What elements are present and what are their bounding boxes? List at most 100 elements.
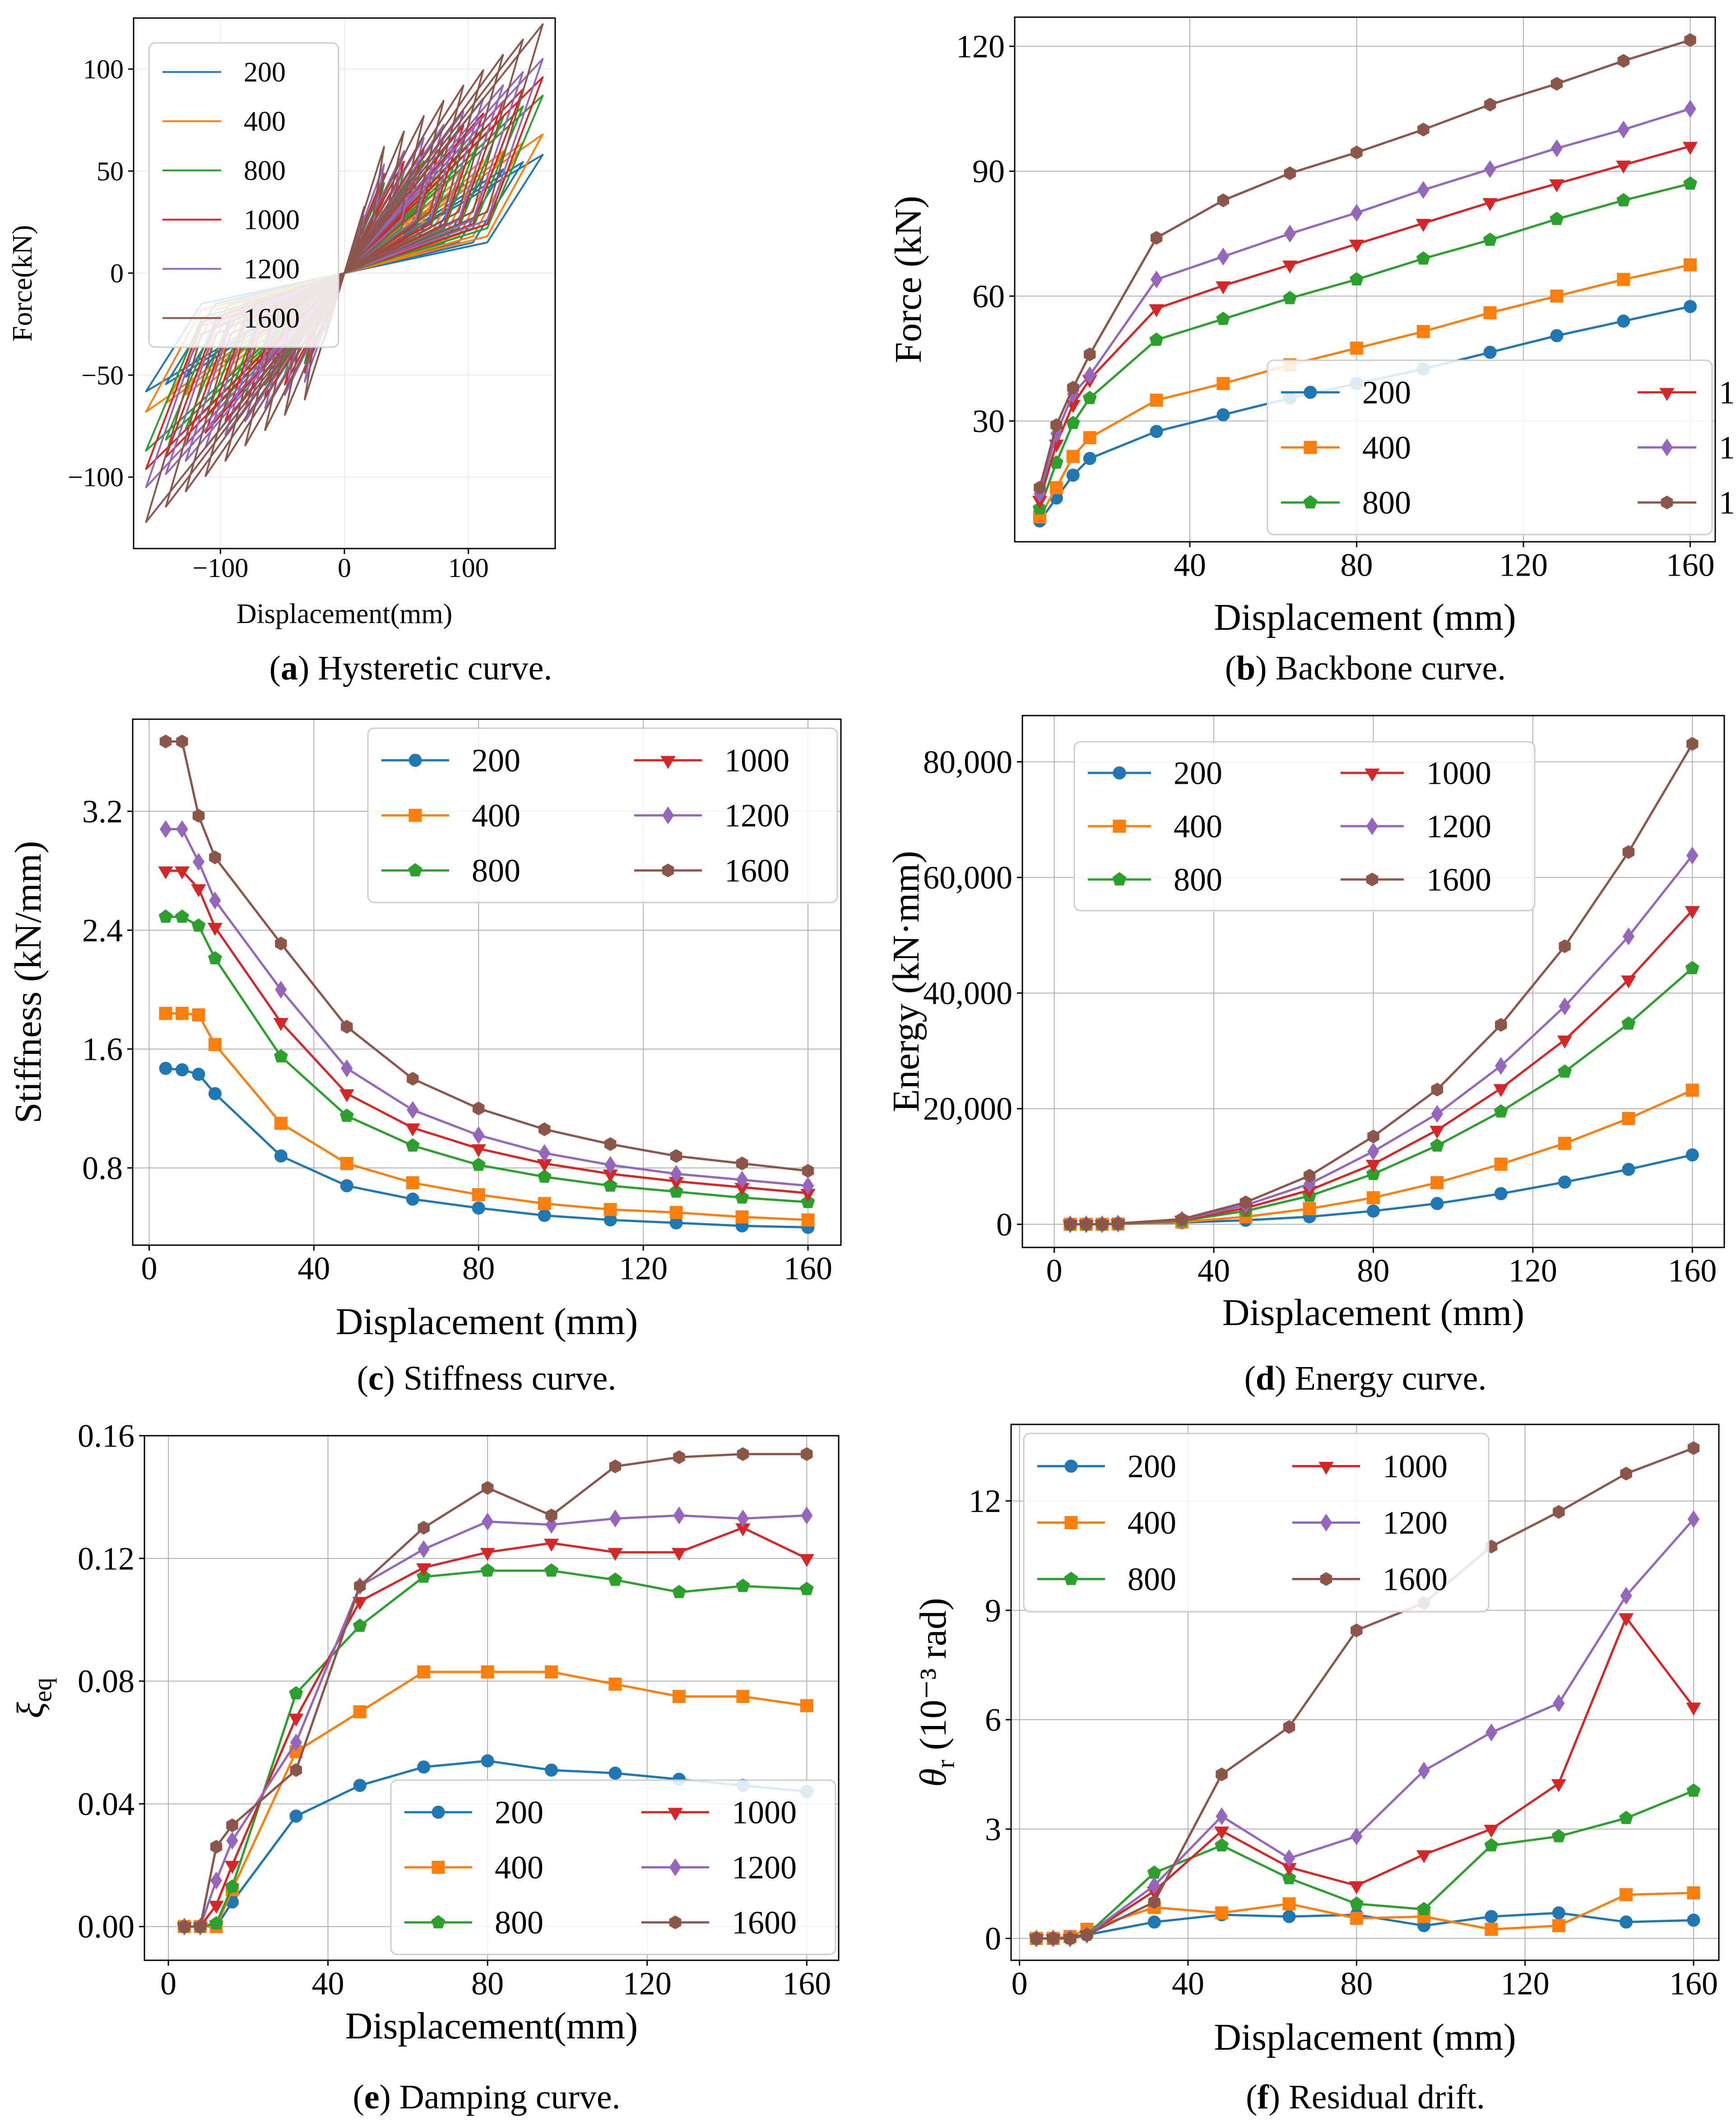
- legend-marker: [1303, 495, 1318, 509]
- data-point-800: [1686, 1783, 1701, 1797]
- legend-marker: [1661, 495, 1673, 510]
- series-1600: [178, 1447, 813, 1934]
- data-point-1600: [1150, 231, 1163, 245]
- data-point-1200: [1484, 160, 1496, 178]
- data-point-1600: [1550, 77, 1563, 91]
- axes-frame: [132, 718, 842, 1246]
- x-tick-label: 40: [1174, 547, 1206, 583]
- legend-label: 200: [1362, 374, 1411, 410]
- x-tick-label: 0: [160, 1966, 176, 2002]
- y-axis-label: Energy (kN·mm): [885, 851, 927, 1112]
- legend-marker: [1320, 1513, 1332, 1532]
- data-point-400: [1485, 1922, 1498, 1936]
- data-point-200: [1617, 314, 1630, 328]
- data-point-1000: [158, 866, 173, 879]
- data-point-800: [1685, 961, 1699, 974]
- axes-frame: [1014, 16, 1716, 543]
- data-point-1000: [405, 1123, 420, 1137]
- data-point-1200: [737, 1509, 749, 1528]
- legend-label: 1600: [1426, 861, 1491, 898]
- data-point-200: [406, 1192, 419, 1206]
- legend-item-800: 800: [1037, 1561, 1176, 1597]
- data-point-800: [1417, 1902, 1431, 1916]
- legend-item-200: 200: [404, 1794, 543, 1830]
- x-tick-label: 160: [1669, 1966, 1718, 2002]
- caption-text: ) Residual drift.: [1269, 2078, 1485, 2116]
- data-point-800: [1216, 312, 1230, 325]
- legend-item-1000: 1000: [641, 1794, 797, 1830]
- caption-a: (a) Hysteretic curve.: [269, 649, 552, 687]
- y-tick-label: 12: [969, 1483, 1001, 1519]
- data-point-1200: [1686, 847, 1699, 865]
- legend-label: 1000: [724, 742, 789, 778]
- data-point-1600: [209, 850, 221, 865]
- legend-item-1200: 1200: [634, 797, 789, 833]
- data-point-1200: [1217, 247, 1230, 266]
- data-point-800: [175, 909, 189, 923]
- legend-label: 1600: [1383, 1561, 1448, 1597]
- data-point-400: [1150, 393, 1163, 407]
- data-point-200: [289, 1810, 303, 1823]
- data-layer: [176, 1447, 814, 1936]
- data-point-1600: [194, 1920, 206, 1934]
- x-tick-label: 80: [462, 1251, 495, 1287]
- data-point-800: [1082, 391, 1097, 404]
- data-point-400: [669, 1206, 683, 1219]
- legend-item-400: 400: [1281, 429, 1411, 465]
- legend-label: 800: [472, 852, 520, 889]
- panel-b: 40 80 120 160 30 60 90 120 Displacement (mm) Forc…: [887, 16, 1736, 687]
- y-axis-subscript: eq: [28, 1678, 57, 1702]
- data-point-1200: [1216, 1807, 1228, 1825]
- caption-open-paren: (: [1225, 649, 1236, 687]
- data-point-1200: [670, 1165, 682, 1183]
- data-point-1200: [1485, 1723, 1498, 1742]
- data-point-1000: [1551, 1779, 1566, 1792]
- data-point-1600: [1559, 939, 1571, 954]
- data-point-400: [274, 1116, 288, 1130]
- x-tick-label: 120: [619, 1251, 668, 1287]
- legend-label: 1200: [244, 254, 300, 285]
- data-point-1600: [1148, 1895, 1160, 1909]
- data-point-1000: [799, 1554, 814, 1568]
- legend-item-200: 200: [1281, 374, 1411, 410]
- data-point-800: [608, 1572, 622, 1586]
- legend-item-800: 800: [381, 852, 520, 889]
- data-point-400: [1416, 325, 1430, 338]
- data-point-800: [1621, 1016, 1636, 1030]
- data-point-1200: [1622, 927, 1635, 945]
- data-point-800: [1366, 1167, 1380, 1180]
- data-point-400: [1550, 289, 1564, 303]
- data-point-1200: [1559, 997, 1571, 1015]
- legend-box: [148, 42, 339, 348]
- data-point-200: [1687, 1913, 1700, 1927]
- data-point-200: [208, 1087, 222, 1100]
- legend-marker: [669, 1915, 682, 1930]
- y-axis-label: ξeq: [9, 1678, 57, 1718]
- data-point-1600: [1686, 737, 1699, 751]
- series-line-200: [1036, 1912, 1694, 1940]
- y-tick-label: 90: [972, 154, 1005, 190]
- caption-text: ) Backbone curve.: [1255, 649, 1506, 687]
- data-point-800: [1619, 1810, 1634, 1824]
- y-tick-label: 30: [972, 403, 1005, 439]
- data-point-1600: [1687, 1441, 1700, 1455]
- x-tick-label: 80: [1357, 1253, 1390, 1289]
- y-tick-label: 0: [996, 1206, 1012, 1242]
- data-point-400: [192, 1008, 205, 1022]
- data-point-400: [1083, 431, 1096, 444]
- data-point-200: [608, 1766, 622, 1780]
- caption-open-paren: (: [353, 2078, 364, 2116]
- data-point-1600: [275, 936, 287, 951]
- legend-item-200: 200: [162, 57, 286, 88]
- data-point-1600: [1484, 98, 1496, 112]
- legend-item-400: 400: [404, 1849, 543, 1885]
- legend-marker: [1113, 766, 1126, 780]
- data-point-1600: [1284, 166, 1296, 181]
- data-point-1000: [1682, 142, 1698, 155]
- data-point-400: [1282, 1897, 1296, 1911]
- data-point-200: [1483, 345, 1497, 359]
- data-point-1200: [1553, 1694, 1565, 1712]
- legend-marker: [1320, 1572, 1332, 1586]
- legend-label: 400: [472, 797, 520, 833]
- data-point-800: [191, 918, 206, 932]
